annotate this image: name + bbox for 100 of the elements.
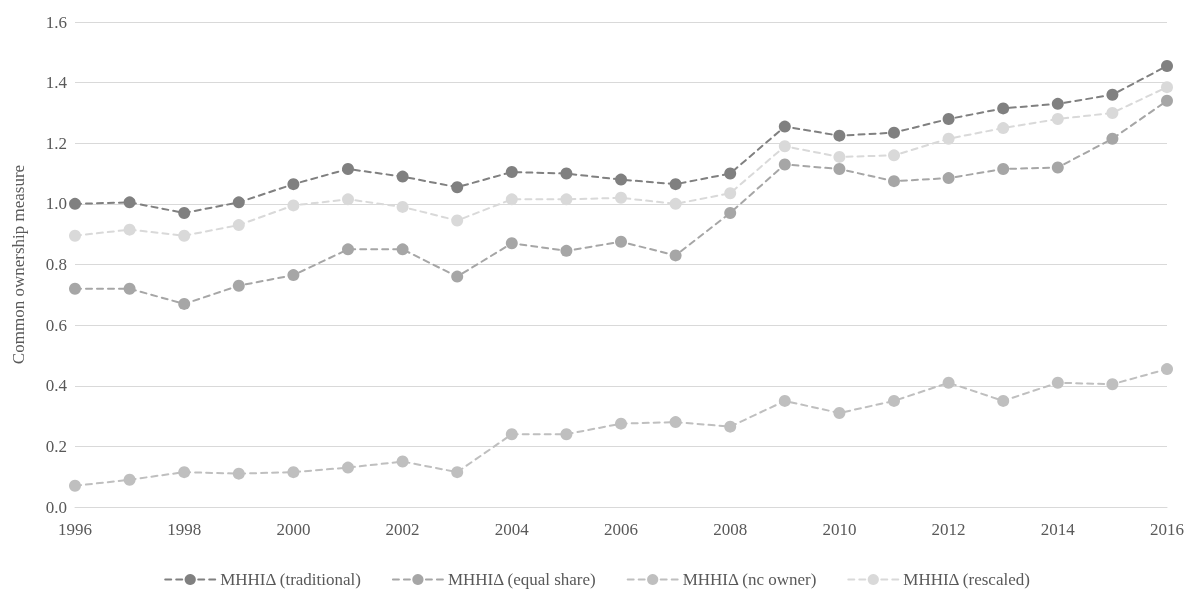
point (942, 132, 955, 145)
point (1051, 161, 1064, 174)
point (396, 170, 409, 183)
point (123, 223, 136, 236)
x-tick-label: 2008 (713, 520, 748, 539)
point (287, 199, 300, 212)
x-tick-label: 2004 (494, 520, 530, 539)
point (1161, 94, 1173, 107)
point (451, 270, 464, 283)
point (396, 243, 409, 256)
point (1051, 97, 1064, 110)
x-tick-label: 2014 (1040, 520, 1076, 539)
point (833, 129, 846, 142)
y-tick-label: 1.6 (45, 12, 67, 32)
y-tick-label: 0.2 (45, 436, 67, 456)
point (615, 235, 627, 248)
point (232, 467, 245, 480)
point (833, 163, 846, 176)
y-tick-label: 0.8 (45, 255, 67, 274)
point (1051, 376, 1064, 389)
point (505, 166, 518, 179)
x-tick-label: 2006 (604, 520, 638, 539)
y-tick-label: 0.4 (45, 376, 68, 396)
point (505, 193, 518, 206)
point (888, 175, 900, 188)
point (669, 416, 682, 429)
legend-label: MHHIΔ (nc owner) (682, 570, 817, 589)
point (615, 191, 627, 204)
y-tick-label: 1.0 (45, 194, 67, 214)
point (833, 407, 846, 420)
point (669, 197, 682, 210)
x-tick-label: 2012 (931, 520, 966, 539)
point (560, 167, 573, 180)
point (451, 214, 464, 227)
point (560, 193, 573, 206)
point (888, 149, 900, 162)
point (1106, 106, 1119, 119)
x-tick-label: 1998 (167, 520, 202, 539)
point (396, 200, 409, 213)
y-tick-label: 1.2 (45, 133, 67, 153)
point (778, 120, 791, 133)
y-tick-label: 0.6 (45, 315, 67, 335)
point (724, 206, 737, 219)
point (451, 181, 464, 194)
point (1106, 88, 1119, 101)
point (342, 163, 354, 176)
point (396, 455, 409, 468)
point (778, 394, 791, 407)
point (669, 178, 682, 191)
point (69, 282, 81, 295)
point (997, 394, 1010, 407)
point (888, 394, 900, 407)
point (997, 102, 1010, 115)
point (69, 229, 81, 242)
x-tick-label: 2000 (276, 520, 311, 539)
point (505, 428, 518, 441)
point (232, 279, 245, 292)
point (615, 173, 627, 186)
point (342, 243, 354, 256)
point (232, 196, 245, 209)
point (178, 229, 191, 242)
legend-label: MHHIΔ (rescaled) (903, 570, 1030, 589)
y-tick-label: 0.0 (45, 497, 67, 517)
point (123, 196, 136, 209)
point (942, 113, 955, 125)
point (123, 282, 136, 295)
point (178, 466, 191, 479)
point (287, 178, 300, 191)
point (724, 167, 737, 180)
point (505, 237, 518, 250)
point (942, 376, 955, 389)
point (724, 187, 737, 200)
point (69, 197, 81, 210)
point (287, 466, 300, 479)
point (942, 172, 955, 185)
point (178, 297, 191, 310)
point (560, 244, 573, 257)
y-axis-title: Common ownership measure (9, 164, 28, 365)
y-tick-label: 1.4 (45, 73, 68, 93)
x-tick-label: 2010 (822, 520, 857, 539)
point (69, 479, 81, 492)
point (1161, 363, 1173, 376)
point (669, 249, 682, 262)
point (342, 193, 354, 206)
point (615, 417, 627, 430)
point (342, 461, 354, 474)
point (123, 473, 136, 486)
point (1051, 113, 1064, 125)
legend-label: MHHIΔ (traditional) (220, 570, 361, 589)
x-tick-label: 1996 (58, 520, 92, 539)
x-tick-label: 2016 (1150, 520, 1184, 539)
point (778, 140, 791, 153)
legend-label: MHHIΔ (equal share) (447, 570, 596, 589)
point (1161, 59, 1173, 72)
point (287, 269, 300, 282)
point (778, 158, 791, 171)
point (178, 206, 191, 219)
point (232, 219, 245, 232)
point (1161, 81, 1173, 94)
point (1106, 378, 1119, 391)
